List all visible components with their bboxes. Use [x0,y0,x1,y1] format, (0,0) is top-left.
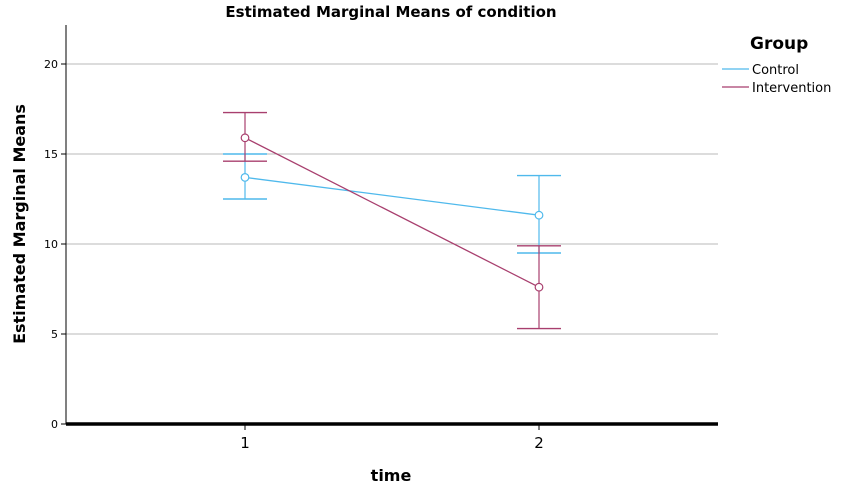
legend: Group Control Intervention [722,34,831,96]
series-intervention [223,111,561,330]
data-point [534,282,544,292]
y-tick-label: 0 [51,418,58,431]
legend-label: Control [752,63,799,78]
y-tick-label: 15 [44,148,58,161]
x-tick-label: 1 [240,434,250,452]
x-axis-label: time [371,466,412,485]
data-point [240,133,250,143]
y-tick-label: 20 [44,58,58,71]
y-axis: 0 5 10 15 20 [44,25,67,431]
legend-label: Intervention [752,81,831,96]
series-line [244,176,540,216]
series-line [244,137,540,288]
gridlines [66,63,718,335]
series-layer [223,111,561,330]
y-tick-label: 10 [44,238,58,251]
data-point [534,210,544,220]
chart-title: Estimated Marginal Means of condition [225,3,556,21]
legend-title: Group [750,34,808,54]
data-point [240,172,250,182]
x-tick-label: 2 [534,434,544,452]
y-tick-label: 5 [51,328,58,341]
series-control [223,153,561,254]
y-axis-label: Estimated Marginal Means [10,104,29,344]
